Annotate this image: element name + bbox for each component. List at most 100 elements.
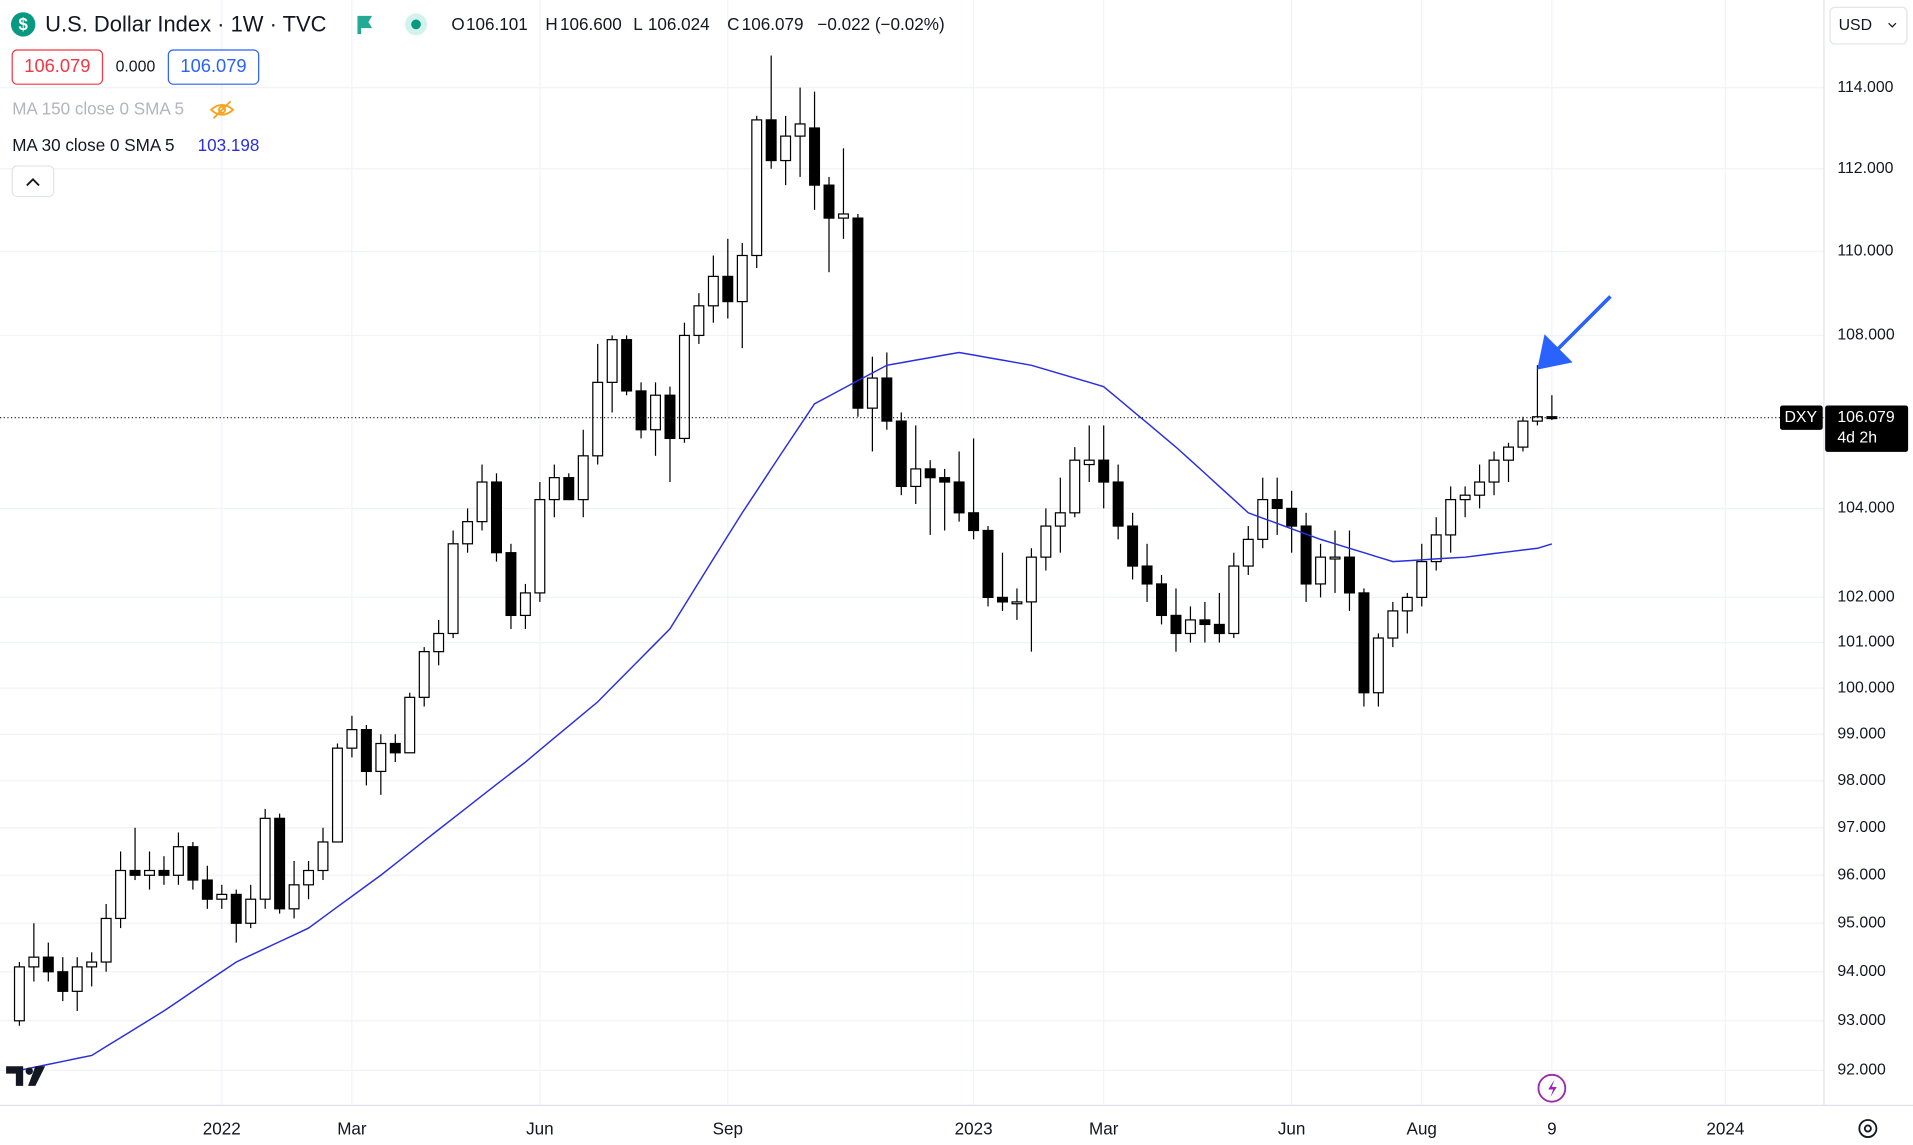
candle bbox=[519, 583, 531, 629]
candle-body bbox=[201, 879, 213, 900]
candle-body bbox=[1358, 592, 1370, 694]
candle-body bbox=[1011, 601, 1023, 605]
x-tick-label: Mar bbox=[337, 1119, 367, 1138]
candle bbox=[172, 832, 184, 885]
ask-box[interactable] bbox=[167, 49, 260, 85]
candle bbox=[664, 386, 676, 483]
x-tick-label: 2022 bbox=[203, 1119, 241, 1138]
collapse-button[interactable] bbox=[11, 165, 55, 198]
candle bbox=[1300, 512, 1312, 602]
candle bbox=[809, 91, 821, 210]
candle-body bbox=[780, 135, 792, 162]
candle-body bbox=[317, 841, 329, 872]
candle-body bbox=[1127, 525, 1139, 567]
currency-dropdown[interactable] bbox=[1829, 6, 1908, 45]
grid bbox=[0, 0, 1824, 1106]
moving-average-line bbox=[19, 351, 1553, 1072]
y-tick-label: 101.000 bbox=[1837, 634, 1895, 651]
candle-body bbox=[722, 275, 734, 303]
candle bbox=[144, 851, 156, 890]
candle bbox=[1343, 530, 1355, 611]
settings-gear[interactable] bbox=[1858, 1119, 1878, 1138]
candle-body bbox=[650, 394, 662, 431]
symbol-title[interactable]: U.S. Dollar Index · 1W · TVC bbox=[45, 11, 327, 36]
candle-body bbox=[997, 596, 1008, 603]
candle-body bbox=[505, 552, 517, 617]
ohlc-key: C bbox=[727, 15, 739, 34]
candle-body bbox=[1184, 619, 1196, 635]
arrow-annotation[interactable] bbox=[1537, 295, 1612, 370]
candle-body bbox=[1401, 596, 1413, 612]
x-tick-label: 2024 bbox=[1706, 1119, 1744, 1138]
candle bbox=[331, 743, 343, 843]
indicator-name[interactable]: MA 30 close 0 SMA 5 bbox=[12, 136, 174, 155]
price-tag-countdown: 4d 2h bbox=[1837, 430, 1877, 447]
candle-body bbox=[86, 961, 98, 968]
candle-body bbox=[664, 394, 676, 440]
price-tag bbox=[1825, 405, 1909, 452]
candle-body bbox=[1286, 507, 1298, 527]
candle bbox=[722, 238, 734, 319]
candle bbox=[606, 335, 618, 413]
candle-body bbox=[1300, 525, 1312, 585]
candle bbox=[476, 464, 488, 531]
candle bbox=[765, 55, 777, 169]
bid: 106.079 bbox=[24, 55, 90, 76]
candle-body bbox=[404, 696, 416, 754]
candle-body bbox=[751, 119, 763, 257]
y-tick-label: 92.000 bbox=[1837, 1062, 1886, 1079]
candle bbox=[794, 87, 806, 177]
candle-body bbox=[519, 592, 531, 617]
candle-body bbox=[1315, 556, 1327, 585]
candle bbox=[245, 884, 257, 929]
hidden-indicator[interactable]: MA 150 close 0 SMA 5 bbox=[12, 99, 184, 118]
candle-body bbox=[433, 632, 445, 653]
candle-body bbox=[635, 390, 647, 431]
ohlc-key: O bbox=[451, 15, 464, 34]
candle bbox=[433, 619, 445, 666]
candle-body bbox=[548, 477, 560, 501]
candle-body bbox=[621, 339, 633, 392]
y-tick-label: 104.000 bbox=[1837, 500, 1895, 517]
ohlc-value: 106.079 bbox=[742, 15, 804, 34]
candle bbox=[462, 508, 474, 553]
candle bbox=[534, 482, 546, 602]
candle bbox=[1416, 543, 1428, 607]
y-tick-label: 95.000 bbox=[1837, 914, 1886, 931]
hidden-icon[interactable] bbox=[209, 100, 235, 119]
candle-body bbox=[375, 742, 387, 773]
candle bbox=[837, 148, 849, 239]
candle-body bbox=[982, 529, 994, 599]
candle bbox=[1127, 512, 1139, 580]
candle-body bbox=[678, 334, 690, 440]
candle bbox=[1156, 574, 1168, 625]
candle-body bbox=[1474, 481, 1486, 496]
candle bbox=[693, 293, 705, 344]
candle bbox=[548, 464, 560, 518]
candle-body bbox=[577, 455, 589, 501]
candle-body bbox=[1025, 556, 1037, 603]
candle bbox=[28, 923, 40, 982]
flag-icon[interactable] bbox=[357, 15, 373, 35]
candle bbox=[317, 827, 329, 881]
status-dot bbox=[411, 19, 421, 30]
candle-body bbox=[1098, 459, 1110, 483]
candle bbox=[86, 952, 98, 987]
ohlc-value: 106.101 bbox=[466, 15, 528, 34]
candle bbox=[490, 473, 502, 562]
tv-logo[interactable] bbox=[6, 1066, 46, 1086]
axes: 92.000 93.000 94.000 95.000 96.000 97.000 98.0… bbox=[203, 79, 1909, 1138]
candle bbox=[1488, 451, 1500, 496]
candle-body bbox=[1503, 446, 1514, 461]
candle bbox=[404, 692, 416, 754]
bid-box[interactable] bbox=[11, 49, 104, 85]
candle-body bbox=[28, 956, 40, 968]
candle bbox=[823, 176, 835, 273]
candle-body bbox=[765, 119, 777, 162]
candle bbox=[303, 860, 315, 900]
candle-body bbox=[57, 971, 69, 992]
candle-body bbox=[1445, 498, 1457, 536]
candle-body bbox=[331, 747, 343, 843]
